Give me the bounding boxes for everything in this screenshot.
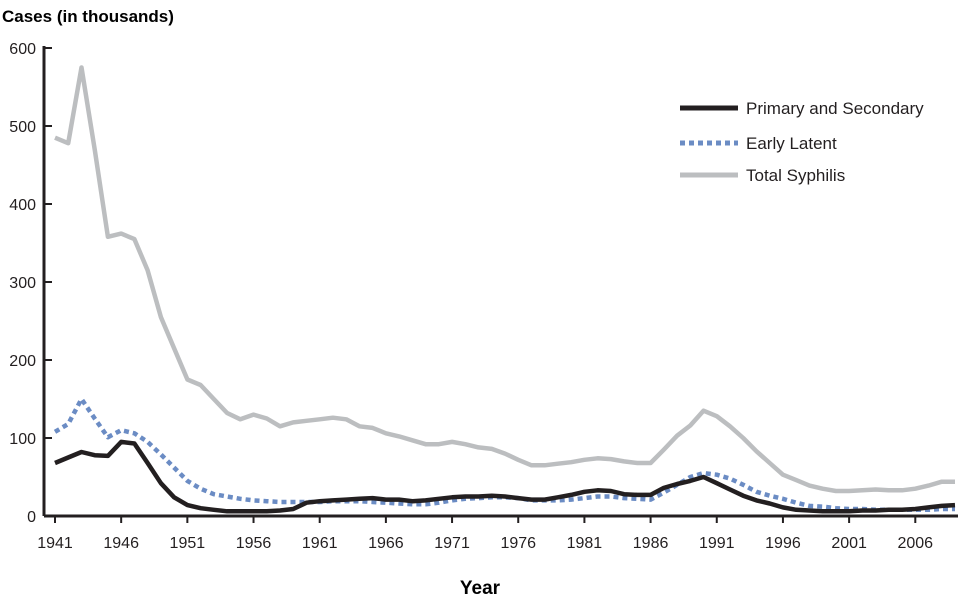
x-tick-label: 1956 [236,535,272,552]
x-tick-label: 1986 [633,535,669,552]
x-axis-title: Year [460,578,501,599]
y-tick-label: 100 [9,431,36,448]
legend-label-total-syphilis: Total Syphilis [746,166,845,185]
series-line-primary-and-secondary [54,439,956,514]
x-tick-label: 1951 [170,535,206,552]
x-tick-label: 1941 [37,535,73,552]
y-tick-label: 400 [9,197,36,214]
x-tick-label: 2001 [831,535,867,552]
y-tick-label: 0 [27,509,36,526]
legend-label-early-latent: Early Latent [746,134,837,153]
x-tick-label: 1946 [103,535,139,552]
x-tick-label: 1966 [368,535,404,552]
x-ticks: 1941 1946 1951 1956 1961 1966 1971 1976 1981 1986… [37,516,933,552]
y-tick-label: 500 [9,119,36,136]
y-tick-label: 200 [9,353,36,370]
legend: Primary and Secondary Early Latent Total S… [680,99,924,185]
x-tick-label: 1991 [699,535,735,552]
series-line-total-syphilis [54,65,955,494]
x-tick-label: 1971 [434,535,470,552]
x-tick-label: 2006 [897,535,933,552]
series-lines [53,65,956,514]
series-line-early-latent [53,396,955,513]
legend-label-primary-and-secondary: Primary and Secondary [746,99,924,118]
y-ticks: 0 100 200 300 400 500 600 [9,41,52,526]
x-tick-label: 1976 [500,535,536,552]
y-tick-label: 600 [9,41,36,58]
y-axis-title: Cases (in thousands) [2,7,174,26]
x-tick-label: 1961 [302,535,338,552]
x-tick-label: 1981 [567,535,603,552]
x-tick-label: 1996 [765,535,801,552]
y-tick-label: 300 [9,275,36,292]
